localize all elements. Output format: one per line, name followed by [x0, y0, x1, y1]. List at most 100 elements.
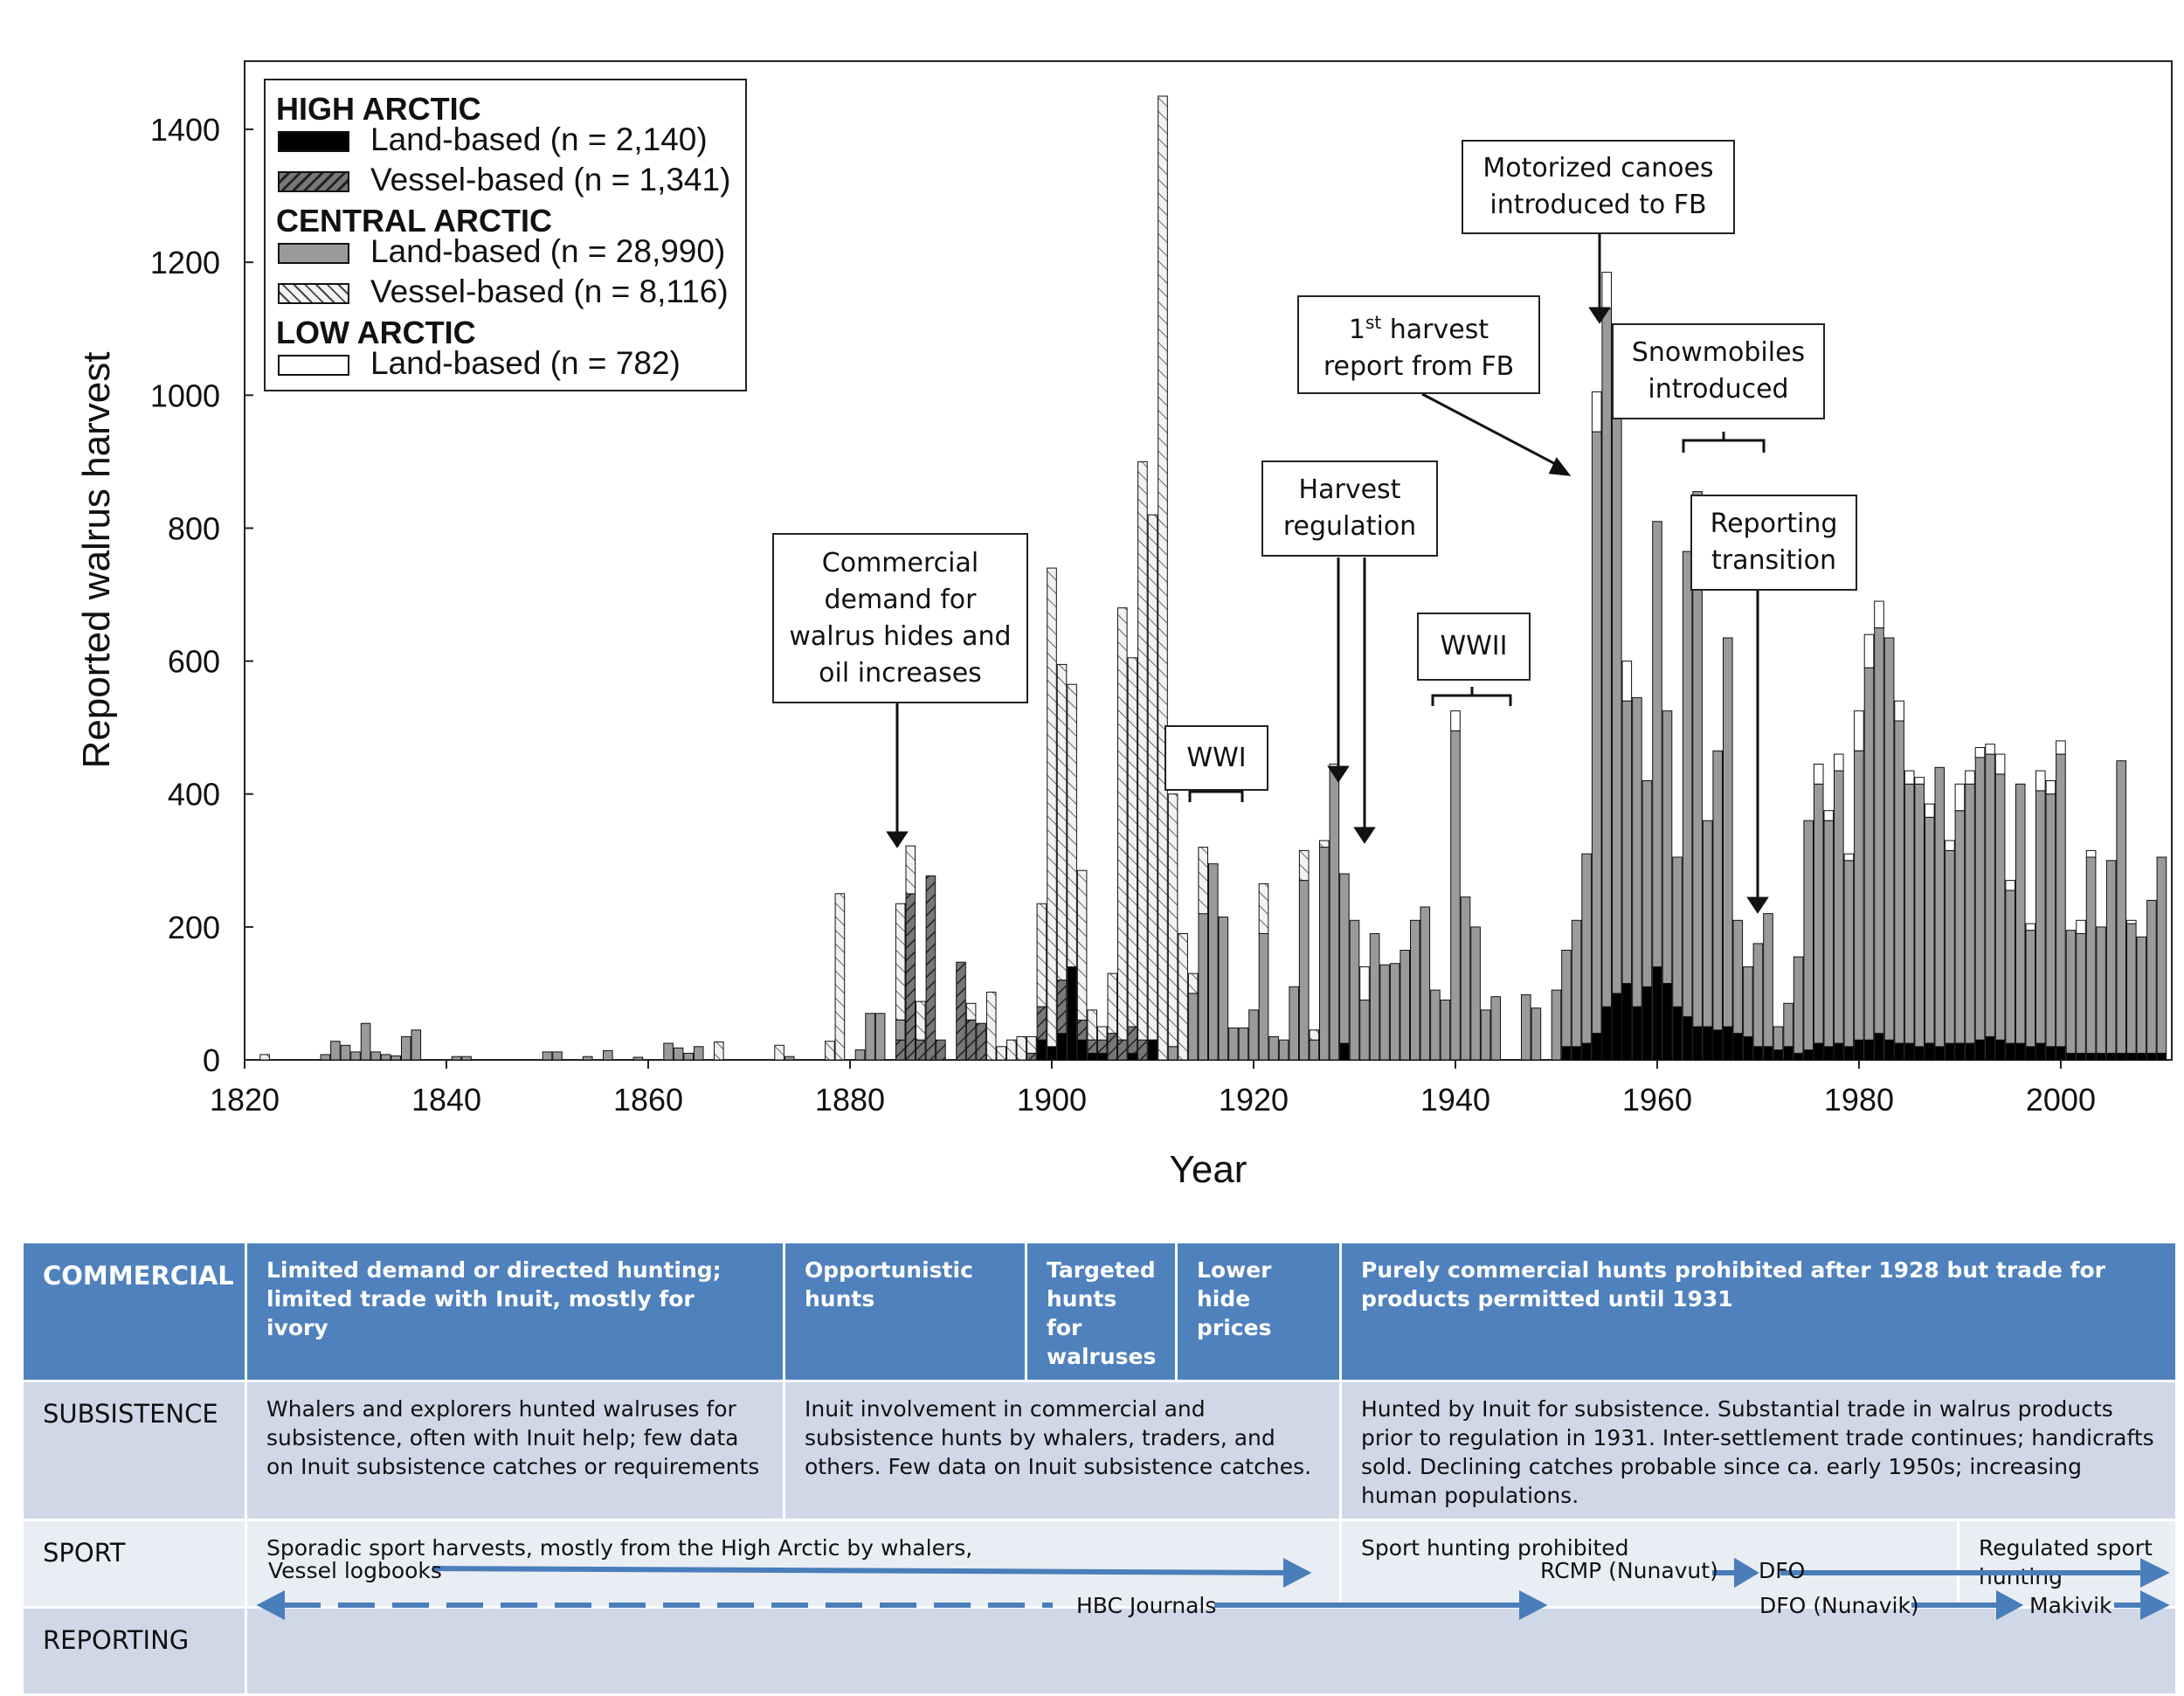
bar-1991-high-land	[1965, 1042, 1975, 1061]
legend-low-land: Land-based (n = 782)	[370, 345, 681, 381]
bar-1897-central-vessel	[1016, 1035, 1027, 1061]
bar-1962-high-land	[1672, 1006, 1683, 1061]
bar-1959-high-land	[1641, 986, 1653, 1061]
legend-central-vessel: Vessel-based (n = 8,116)	[370, 273, 729, 309]
bar-1942-central-land	[1470, 926, 1481, 1061]
bar-1987-low-land	[1925, 803, 1935, 818]
bar-1886-high-vessel	[905, 893, 916, 1061]
bar-1859-central-land	[632, 1056, 644, 1061]
bar-1998-low-land	[2035, 770, 2046, 792]
bar-1978-central-land	[1834, 770, 1844, 1044]
bar-1910-high-land	[1147, 1039, 1158, 1061]
bar-1894-central-vessel	[985, 991, 997, 1061]
bar-1978-high-land	[1834, 1042, 1844, 1061]
ticks-layer: 0 200 400 600 800 1000 1200 1400 1820 1840 1860 188…	[150, 112, 2096, 1118]
x-tick-label: 1980	[1824, 1082, 1894, 1118]
bar-1915-central-vessel	[1198, 847, 1209, 915]
annotation-harvest-regulation-line1: Harvest	[1298, 474, 1401, 505]
bar-1956-central-land	[1612, 371, 1622, 994]
bar-1867-central-vessel	[714, 1042, 724, 1061]
timeline-table: COMMERCIAL Limited demand or directed hu…	[21, 1241, 2179, 1696]
bar-1989-low-land	[1945, 840, 1955, 851]
bar-1901-high-land	[1056, 1033, 1068, 1061]
x-tick-label: 1840	[411, 1082, 481, 1118]
bar-1968-central-land	[1732, 919, 1744, 1035]
bar-1979-low-land	[1843, 853, 1855, 862]
bar-1962-central-land	[1672, 856, 1683, 1007]
bar-1997-central-land	[2025, 930, 2036, 1048]
bar-1965-central-land	[1702, 820, 1713, 1028]
bar-1992-low-land	[1974, 747, 1986, 758]
bar-1998-central-land	[2035, 790, 2046, 1044]
harvest-chart: 0 200 400 600 800 1000 1200 1400 1820 1840 1860 188…	[75, 60, 2173, 1191]
bar-1929-central-land	[1339, 873, 1350, 1044]
subsistence-cell-3: Hunted by Inuit for subsistence. Substan…	[1338, 1380, 2179, 1521]
commercial-cell-2: Opportunistic hunts	[783, 1241, 1027, 1382]
bar-1959-central-land	[1641, 780, 1653, 987]
bar-1924-central-land	[1289, 986, 1300, 1061]
bar-1988-central-land	[1934, 766, 1946, 1048]
bar-1994-high-land	[1994, 1039, 2006, 1061]
bar-1903-central-vessel	[1076, 869, 1088, 1021]
bar-1901-central-vessel	[1056, 663, 1068, 981]
bar-1923-central-land	[1278, 1039, 1289, 1061]
x-axis-label: Year	[1170, 1148, 1248, 1191]
bar-1970-central-land	[1752, 943, 1764, 1048]
bar-1850-central-land	[542, 1051, 553, 1061]
bar-2010-high-land	[2156, 1052, 2167, 1061]
annotation-wwi: WWI	[1165, 725, 1268, 791]
bar-1917-central-land	[1218, 917, 1229, 1061]
sport-cell-2: Sport hunting prohibited	[1339, 1519, 1959, 1609]
bar-1921-central-land	[1258, 933, 1269, 1061]
legend: HIGH ARCTIC Land-based (n = 2,140) Vesse…	[264, 79, 747, 391]
bar-1899-high-vessel	[1036, 1006, 1047, 1041]
bar-1953-high-land	[1581, 1042, 1592, 1061]
bar-1992-high-land	[1974, 1039, 1986, 1061]
bar-1977-high-land	[1823, 1046, 1835, 1061]
x-tick-label: 1940	[1420, 1082, 1490, 1118]
annotation-reporting-transition-line1: Reporting	[1710, 509, 1838, 539]
bar-1908-central-vessel	[1127, 657, 1138, 1028]
bar-1958-high-land	[1632, 1006, 1642, 1061]
bar-2003-high-land	[2085, 1052, 2097, 1061]
bar-1887-central-vessel	[916, 1000, 926, 1041]
bars-layer	[259, 95, 2167, 1061]
bar-1944-central-land	[1490, 996, 1502, 1061]
reporting-dfo-nunavik: DFO (Nunavik)	[1759, 1593, 1919, 1618]
bar-1984-central-land	[1894, 720, 1904, 1044]
bar-1889-high-vessel	[936, 1039, 946, 1061]
bar-1947-central-land	[1521, 994, 1531, 1061]
legend-swatch-low-land	[278, 355, 349, 376]
bar-1926-central-vessel	[1309, 1029, 1320, 1041]
bar-1983-high-land	[1883, 1039, 1895, 1061]
bar-1892-central-vessel	[965, 1002, 977, 1021]
bar-1938-central-land	[1430, 989, 1441, 1061]
legend-swatch-high-land	[278, 131, 349, 152]
row-reporting: REPORTING	[21, 1606, 2179, 1696]
bar-1996-central-land	[2015, 783, 2026, 1044]
bar-1931-central-land	[1359, 1000, 1370, 1061]
bar-1907-high-vessel	[1117, 1039, 1128, 1061]
bar-1902-central-vessel	[1067, 683, 1077, 967]
bar-1914-central-vessel	[1187, 973, 1199, 994]
bar-1885-central-vessel	[895, 903, 906, 1021]
bar-1998-high-land	[2035, 1042, 2046, 1061]
bar-1983-central-land	[1883, 637, 1895, 1041]
bar-1995-low-land	[2005, 880, 2015, 891]
bar-2010-central-land	[2156, 856, 2167, 1054]
legend-central-land: Land-based (n = 28,990)	[370, 233, 726, 269]
bar-2001-central-land	[2065, 930, 2077, 1054]
bar-2002-low-land	[2076, 919, 2086, 935]
bar-1957-central-land	[1621, 700, 1633, 984]
bar-1987-high-land	[1925, 1042, 1935, 1061]
bar-1925-central-land	[1298, 880, 1310, 1061]
bar-1920-central-land	[1248, 1009, 1259, 1061]
bar-1954-high-land	[1591, 1033, 1602, 1061]
annotation-reporting-transition-line2: transition	[1711, 545, 1836, 576]
bar-1977-low-land	[1823, 810, 1835, 821]
bar-1972-central-land	[1773, 1026, 1784, 1051]
y-tick-label: 600	[168, 644, 220, 680]
bar-1971-central-land	[1763, 913, 1773, 1048]
bar-1956-high-land	[1612, 993, 1622, 1061]
bar-1831-central-land	[350, 1051, 361, 1061]
